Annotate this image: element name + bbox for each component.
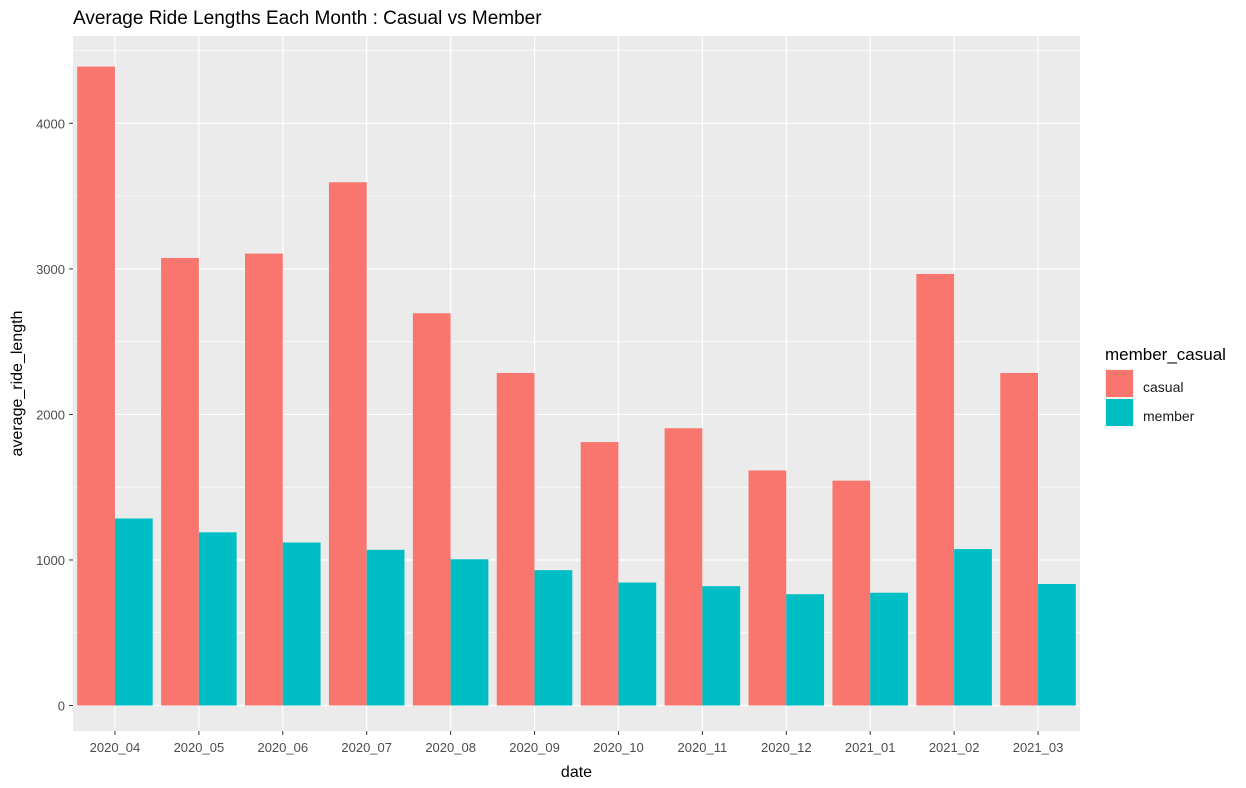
y-tick-label: 1000 bbox=[36, 553, 65, 568]
bar-member-2021_02 bbox=[954, 549, 992, 706]
bar-member-2020_04 bbox=[114, 518, 153, 706]
legend-swatch-member bbox=[1106, 399, 1133, 426]
y-axis-label: average_ride_length bbox=[9, 311, 26, 457]
legend-label-member: member bbox=[1143, 408, 1195, 424]
bar-member-2020_11 bbox=[702, 586, 741, 706]
x-tick-label: 2021_02 bbox=[929, 740, 980, 755]
bar-casual-2020_09 bbox=[496, 372, 535, 706]
bar-member-2021_03 bbox=[1038, 583, 1076, 706]
minor-gridlines bbox=[73, 50, 1080, 634]
x-tick-label: 2021_01 bbox=[845, 740, 896, 755]
legend-swatch-casual bbox=[1106, 370, 1133, 397]
chart-title: Average Ride Lengths Each Month : Casual… bbox=[73, 8, 542, 29]
x-tick-label: 2020_12 bbox=[761, 740, 812, 755]
bar-casual-2020_12 bbox=[748, 470, 787, 706]
legend-label-casual: casual bbox=[1143, 379, 1183, 395]
legend-title: member_casual bbox=[1105, 345, 1226, 364]
bar-casual-2020_10 bbox=[580, 442, 619, 706]
bar-casual-2020_04 bbox=[77, 66, 115, 706]
x-tick-label: 2020_04 bbox=[90, 740, 141, 755]
bar-casual-2020_07 bbox=[328, 182, 367, 706]
bar-member-2021_01 bbox=[870, 592, 908, 706]
x-tick-label: 2020_07 bbox=[341, 740, 392, 755]
bar-casual-2020_08 bbox=[412, 313, 451, 706]
x-tick-label: 2020_09 bbox=[509, 740, 560, 755]
x-tick-label: 2020_10 bbox=[593, 740, 644, 755]
x-tick-label: 2020_06 bbox=[257, 740, 308, 755]
bar-casual-2021_01 bbox=[832, 480, 871, 706]
bar-casual-2021_02 bbox=[916, 273, 955, 706]
plot-panel bbox=[73, 36, 1080, 731]
x-axis-label: date bbox=[561, 764, 592, 781]
x-tick-label: 2021_03 bbox=[1013, 740, 1064, 755]
y-axis: 0 1000 2000 3000 4000 bbox=[36, 116, 73, 714]
bar-member-2020_10 bbox=[618, 582, 657, 706]
y-tick-label: 4000 bbox=[36, 116, 65, 131]
bar-casual-2020_11 bbox=[664, 428, 703, 706]
x-tick-label: 2020_11 bbox=[678, 740, 728, 755]
bar-member-2020_05 bbox=[198, 532, 237, 706]
x-tick-label: 2020_08 bbox=[425, 740, 476, 755]
y-tick-label: 3000 bbox=[36, 262, 65, 277]
x-tick-label: 2020_05 bbox=[174, 740, 225, 755]
bar-casual-2020_06 bbox=[245, 253, 283, 706]
x-axis: 2020_04 2020_05 2020_06 2020_07 2020_08 2020_… bbox=[90, 731, 1064, 755]
legend: member_casual casual member bbox=[1105, 345, 1226, 427]
bar-member-2020_12 bbox=[786, 594, 825, 706]
bar-member-2020_09 bbox=[534, 570, 573, 706]
bar-member-2020_06 bbox=[282, 542, 321, 706]
bar-member-2020_07 bbox=[366, 549, 405, 706]
bar-casual-2020_05 bbox=[161, 257, 199, 706]
bar-member-2020_08 bbox=[450, 559, 489, 706]
y-tick-label: 0 bbox=[58, 699, 65, 714]
bars bbox=[77, 66, 1076, 706]
y-tick-label: 2000 bbox=[36, 407, 65, 422]
bar-casual-2021_03 bbox=[1000, 372, 1039, 706]
